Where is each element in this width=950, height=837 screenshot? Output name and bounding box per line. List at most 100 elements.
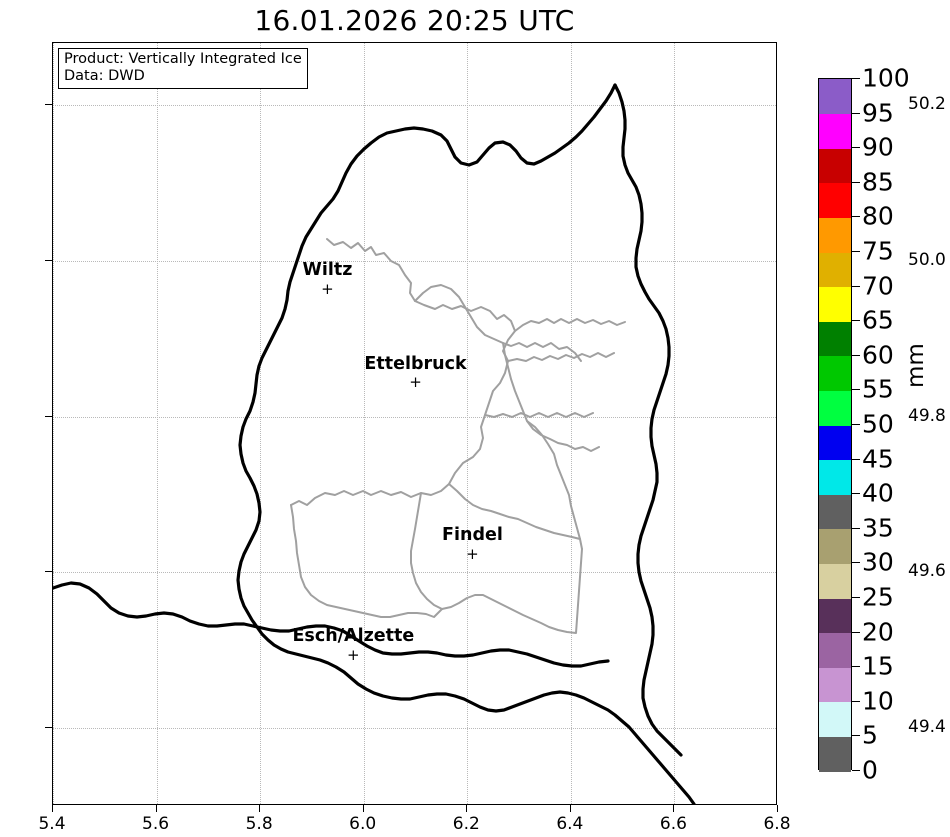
x-tick-label: 6.8 (763, 814, 791, 834)
colorbar-tick-mark (852, 735, 860, 737)
colorbar-band (819, 321, 851, 357)
colorbar-band (819, 390, 851, 426)
colorbar-tick-label: 35 (862, 513, 894, 543)
x-tick-label: 6.6 (659, 814, 687, 834)
info-data-line: Data: DWD (64, 68, 145, 85)
national-border (53, 83, 696, 804)
colorbar-tick-label: 60 (862, 340, 894, 370)
x-tick-mark (466, 805, 468, 812)
colorbar-tick-label: 70 (862, 271, 894, 301)
colorbar-tick-label: 50 (862, 409, 894, 439)
colorbar-tick-mark (852, 389, 860, 391)
x-tick-mark (673, 805, 675, 812)
colorbar-tick-mark (852, 112, 860, 114)
gridline-vertical (260, 43, 262, 804)
y-tick-label: 49.4 (908, 717, 946, 738)
y-tick-label: 49.8 (908, 405, 946, 426)
x-tick-label: 6.0 (349, 814, 377, 834)
city-label: Esch/Alzette (292, 626, 415, 647)
info-product-line: Product: Vertically Integrated Ice (64, 51, 302, 67)
colorbar-tick-mark (852, 147, 860, 149)
x-tick-mark (259, 805, 261, 812)
colorbar-tick-mark (852, 251, 860, 252)
y-tick-mark (45, 727, 52, 729)
x-tick-label: 5.6 (142, 814, 170, 834)
colorbar-tick-mark (852, 631, 860, 633)
colorbar-tick-mark (852, 493, 860, 495)
y-tick-label: 50.2 (908, 94, 946, 115)
colorbar-band (819, 425, 851, 461)
colorbar-tick-label: 100 (862, 63, 910, 93)
x-tick-label: 5.4 (38, 814, 66, 834)
colorbar-tick-label: 80 (862, 201, 894, 231)
colorbar-band (819, 459, 851, 495)
colorbar-tick-label: 30 (862, 547, 894, 577)
city-label: Findel (442, 525, 503, 546)
colorbar-tick-label: 65 (862, 305, 894, 335)
colorbar-band (819, 355, 851, 391)
colorbar-tick-mark (852, 354, 860, 356)
colorbar-tick-label: 40 (862, 478, 894, 508)
colorbar-tick-mark (852, 216, 860, 218)
colorbar-tick-mark (852, 562, 860, 564)
colorbar-tick-mark (852, 78, 860, 79)
colorbar-band (819, 494, 851, 530)
colorbar-band (819, 182, 851, 218)
colorbar-tick-mark (852, 527, 860, 529)
colorbar-tick-mark (852, 666, 860, 668)
colorbar-tick-mark (852, 181, 860, 183)
colorbar-tick-label: 45 (862, 444, 894, 474)
colorbar-tick-label: 55 (862, 374, 894, 404)
colorbar[interactable] (818, 78, 852, 772)
y-tick-label: 50.0 (908, 250, 946, 270)
gridline-vertical (570, 43, 572, 804)
y-tick-mark (45, 415, 52, 417)
colorbar-tick-mark (852, 320, 860, 322)
y-tick-label: 49.6 (908, 561, 946, 582)
colorbar-tick-label: 75 (862, 236, 894, 266)
colorbar-band (819, 667, 851, 703)
colorbar-tick-label: 85 (862, 167, 894, 197)
colorbar-tick-label: 95 (862, 98, 894, 128)
map-geometry (53, 83, 696, 804)
colorbar-tick-mark (852, 285, 860, 287)
colorbar-band (819, 701, 851, 737)
colorbar-tick-label: 5 (862, 720, 878, 750)
city-label: Wiltz (302, 260, 353, 281)
gridline-horizontal (53, 261, 776, 262)
colorbar-tick-label: 90 (862, 132, 894, 162)
canton-borders (290, 238, 626, 634)
gridline-vertical (53, 43, 54, 804)
y-tick-mark (45, 260, 52, 261)
colorbar-band (819, 252, 851, 288)
gridline-vertical (467, 43, 469, 804)
colorbar-tick-label: 20 (862, 617, 894, 647)
gridline-horizontal (53, 416, 776, 418)
colorbar-tick-label: 0 (862, 755, 878, 785)
city-cross-icon: + (347, 645, 360, 664)
colorbar-tick-label: 15 (862, 651, 894, 681)
colorbar-band (819, 736, 851, 772)
x-tick-label: 5.8 (245, 814, 273, 834)
colorbar-band (819, 286, 851, 322)
gridline-horizontal (53, 105, 776, 107)
colorbar-tick-label: 10 (862, 686, 894, 716)
colorbar-band (819, 148, 851, 184)
colorbar-band (819, 113, 851, 149)
map-plot-area[interactable]: Wiltz + Ettelbruck + Findel + Esch/Alzette + (52, 42, 777, 805)
gridline-vertical (156, 43, 158, 804)
colorbar-tick-mark (852, 770, 860, 771)
page-title: 16.01.2026 20:25 UTC (254, 4, 575, 37)
city-cross-icon: + (321, 279, 334, 298)
colorbar-band (819, 563, 851, 599)
colorbar-band (819, 598, 851, 634)
colorbar-tick-mark (852, 458, 860, 460)
colorbar-band (819, 79, 851, 115)
city-label: Ettelbruck (364, 353, 467, 374)
city-marker: Ettelbruck + (364, 353, 467, 391)
gridline-vertical (674, 43, 676, 804)
colorbar-band (819, 632, 851, 668)
colorbar-tick-mark (852, 424, 860, 425)
colorbar-unit-label: mm (903, 343, 929, 388)
